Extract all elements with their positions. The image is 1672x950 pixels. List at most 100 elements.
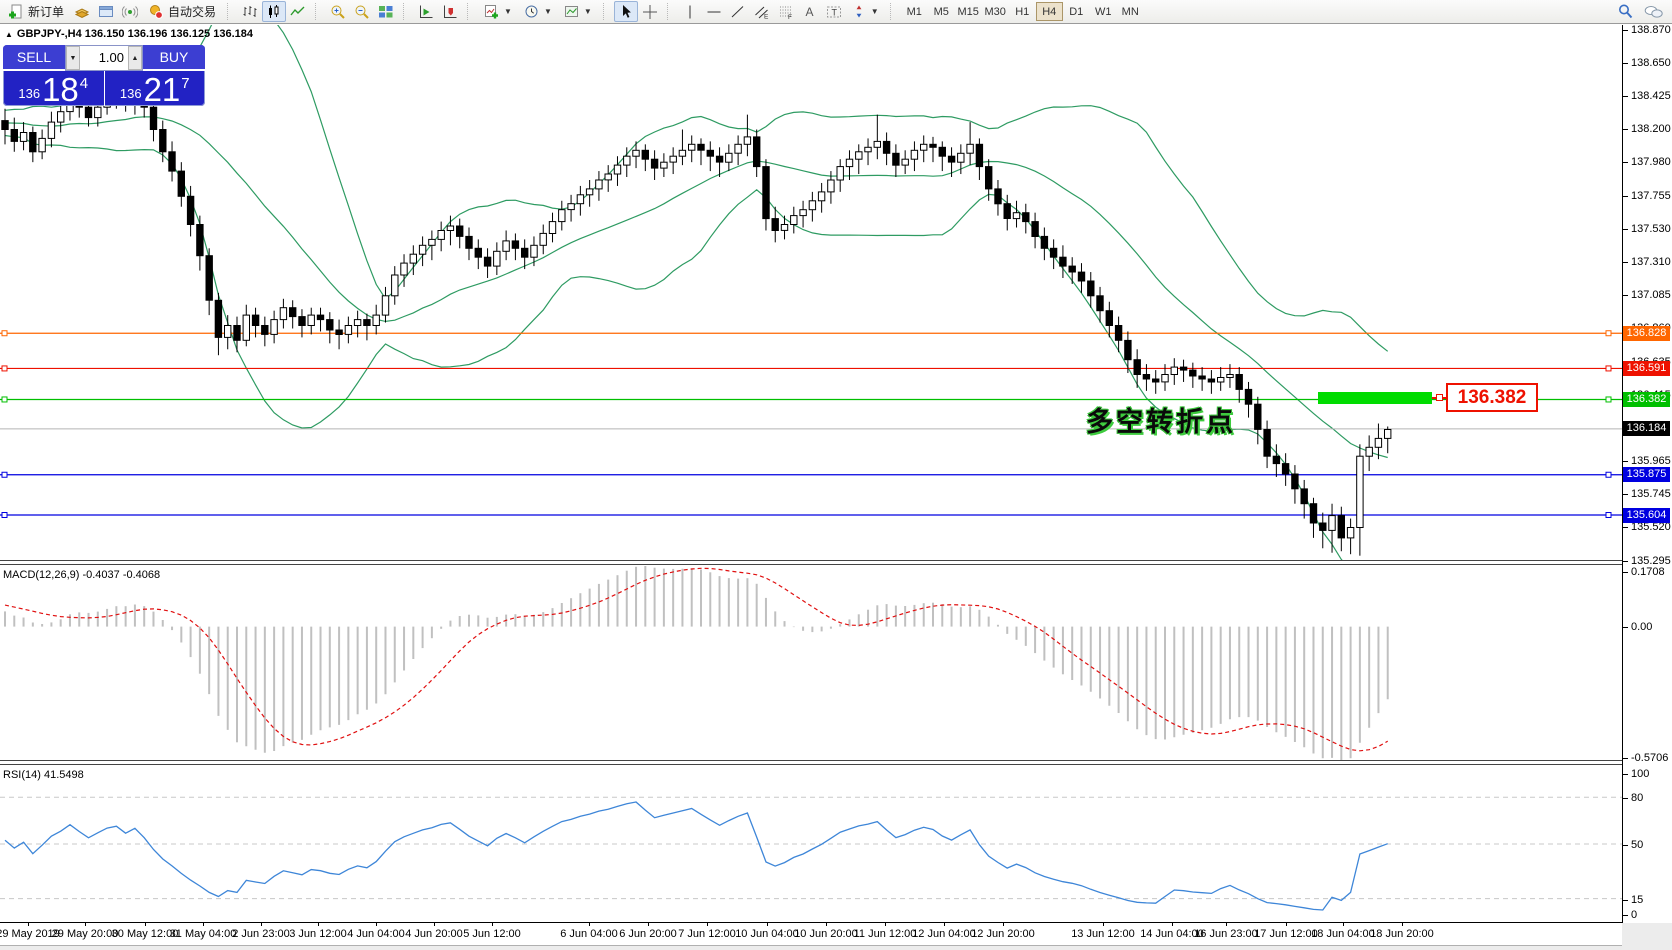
time-label: 13 Jun 12:00 xyxy=(1071,928,1135,940)
candle-body xyxy=(10,129,19,142)
bollinger-band xyxy=(4,134,1344,561)
periods-dropdown[interactable]: ▼ xyxy=(518,1,558,22)
panel-separator[interactable] xyxy=(0,560,1622,565)
terminal-window-button[interactable] xyxy=(94,1,118,22)
macd-panel[interactable] xyxy=(0,566,1622,760)
zoom-out-button[interactable] xyxy=(350,1,374,22)
rsi-line xyxy=(4,801,1388,911)
candle-body xyxy=(270,319,278,335)
candle-body xyxy=(493,250,501,267)
toolbar-separator xyxy=(315,3,322,20)
auto-trading-button[interactable]: 自动交易 xyxy=(142,1,222,22)
buy-button[interactable]: BUY xyxy=(143,45,205,71)
panel-separator[interactable] xyxy=(0,760,1622,765)
equidistant-channel-button[interactable]: E xyxy=(750,1,774,22)
rsi-level-100: 100 xyxy=(1622,768,1650,780)
line-anchor xyxy=(1,512,8,519)
toolbar-separator xyxy=(666,3,674,20)
text-button[interactable]: A xyxy=(798,1,822,22)
tab-h1[interactable]: H1 xyxy=(1015,6,1030,18)
chevron-down-icon: ▼ xyxy=(870,7,879,16)
y-axis-tick: 138.870 xyxy=(1623,24,1671,36)
arrows-dropdown[interactable]: ▼ xyxy=(846,1,885,22)
horizontal-line-button[interactable] xyxy=(702,1,726,22)
sell-button[interactable]: SELL xyxy=(3,45,65,71)
time-tick xyxy=(707,923,708,926)
time-tick xyxy=(1003,923,1004,926)
sell-price-big: 18 xyxy=(42,71,79,106)
candle-body xyxy=(1226,374,1234,378)
templates-dropdown[interactable]: ▼ xyxy=(558,1,598,22)
tab-mn[interactable]: MN xyxy=(1121,6,1139,18)
time-label: 16 Jun 23:00 xyxy=(1194,928,1258,940)
crosshair-button[interactable] xyxy=(638,1,662,22)
candle-body xyxy=(224,325,232,338)
sell-price[interactable]: 136 18 4 xyxy=(3,71,104,106)
time-label: 12 Jun 20:00 xyxy=(971,928,1035,940)
trendline-button[interactable] xyxy=(726,1,750,22)
candle-body xyxy=(298,316,306,327)
market-watch-button[interactable] xyxy=(70,1,94,22)
candle-body xyxy=(1170,366,1178,376)
tab-h4[interactable]: H4 xyxy=(1035,2,1063,21)
chart-frame-line xyxy=(0,922,1622,923)
zoom-in-button[interactable] xyxy=(326,1,350,22)
highlight-rectangle[interactable] xyxy=(1318,392,1432,404)
price-tag-anchor[interactable] xyxy=(1436,394,1443,401)
candle-body xyxy=(548,221,557,235)
y-axis-tick: 138.425 xyxy=(1623,90,1671,103)
vertical-line-button[interactable] xyxy=(678,1,702,22)
tab-m1[interactable]: M1 xyxy=(906,6,922,18)
candle-body xyxy=(1003,203,1011,219)
candle-body xyxy=(1049,247,1058,258)
candlestick-chart-button[interactable] xyxy=(262,1,287,22)
tab-m30[interactable]: M30 xyxy=(984,6,1006,18)
tab-m5[interactable]: M5 xyxy=(933,6,949,18)
volume-increase-button[interactable]: ▲ xyxy=(128,46,142,70)
new-order-button[interactable]: 新订单 xyxy=(2,1,70,22)
signal-button[interactable] xyxy=(118,1,142,22)
line-chart-button[interactable] xyxy=(286,1,310,22)
main-chart[interactable] xyxy=(0,25,1622,561)
equidistant-channel-icon: E xyxy=(754,6,769,20)
auto-scroll-button[interactable] xyxy=(414,1,438,22)
candle-body xyxy=(57,111,65,123)
new-chart-dropdown[interactable]: ▼ xyxy=(478,1,518,22)
time-axis[interactable]: 29 May 2019 29 May 20:00 30 May 12:00 31 Ma… xyxy=(0,923,1622,945)
search-icon[interactable] xyxy=(1617,3,1634,20)
candle-body xyxy=(1384,429,1392,439)
candle-body xyxy=(882,140,891,154)
trendline-icon xyxy=(731,5,744,17)
volume-input[interactable]: 1.00 xyxy=(98,50,124,65)
buy-price[interactable]: 136 21 7 xyxy=(103,71,206,106)
chat-icon[interactable] xyxy=(1644,4,1664,20)
time-label: 31 May 04:00 xyxy=(169,928,237,940)
chevron-down-icon: ▼ xyxy=(504,7,512,16)
bar-chart-button[interactable] xyxy=(238,1,262,22)
candle-body xyxy=(186,195,195,226)
line-anchor xyxy=(1605,512,1612,519)
fibonacci-button[interactable]: F xyxy=(774,1,798,22)
collapse-triangle-icon[interactable]: ▲ xyxy=(5,30,13,39)
price-tag-label[interactable]: 136.382 xyxy=(1446,383,1538,412)
rsi-level-0: 0 xyxy=(1622,909,1638,921)
candle-body xyxy=(845,158,854,168)
candle-body xyxy=(576,194,585,205)
rsi-panel[interactable] xyxy=(0,766,1622,922)
tab-m15[interactable]: M15 xyxy=(957,6,979,18)
time-tick xyxy=(1172,923,1173,926)
turning-point-annotation[interactable]: 多空转折点 xyxy=(1086,407,1236,437)
candle-body xyxy=(437,230,445,240)
candle-body xyxy=(873,140,881,148)
volume-decrease-button[interactable]: ▼ xyxy=(66,46,80,70)
candle-body xyxy=(1124,339,1132,361)
candle-body xyxy=(650,158,659,169)
text-label-button[interactable]: T xyxy=(822,1,846,22)
tab-d1[interactable]: D1 xyxy=(1069,6,1084,18)
chart-shift-button[interactable] xyxy=(438,1,462,22)
tab-w1[interactable]: W1 xyxy=(1094,6,1112,18)
candle-body xyxy=(558,209,566,223)
cursor-button[interactable] xyxy=(613,1,638,22)
tile-windows-button[interactable] xyxy=(374,1,398,22)
price-axis-line xyxy=(1622,25,1623,945)
